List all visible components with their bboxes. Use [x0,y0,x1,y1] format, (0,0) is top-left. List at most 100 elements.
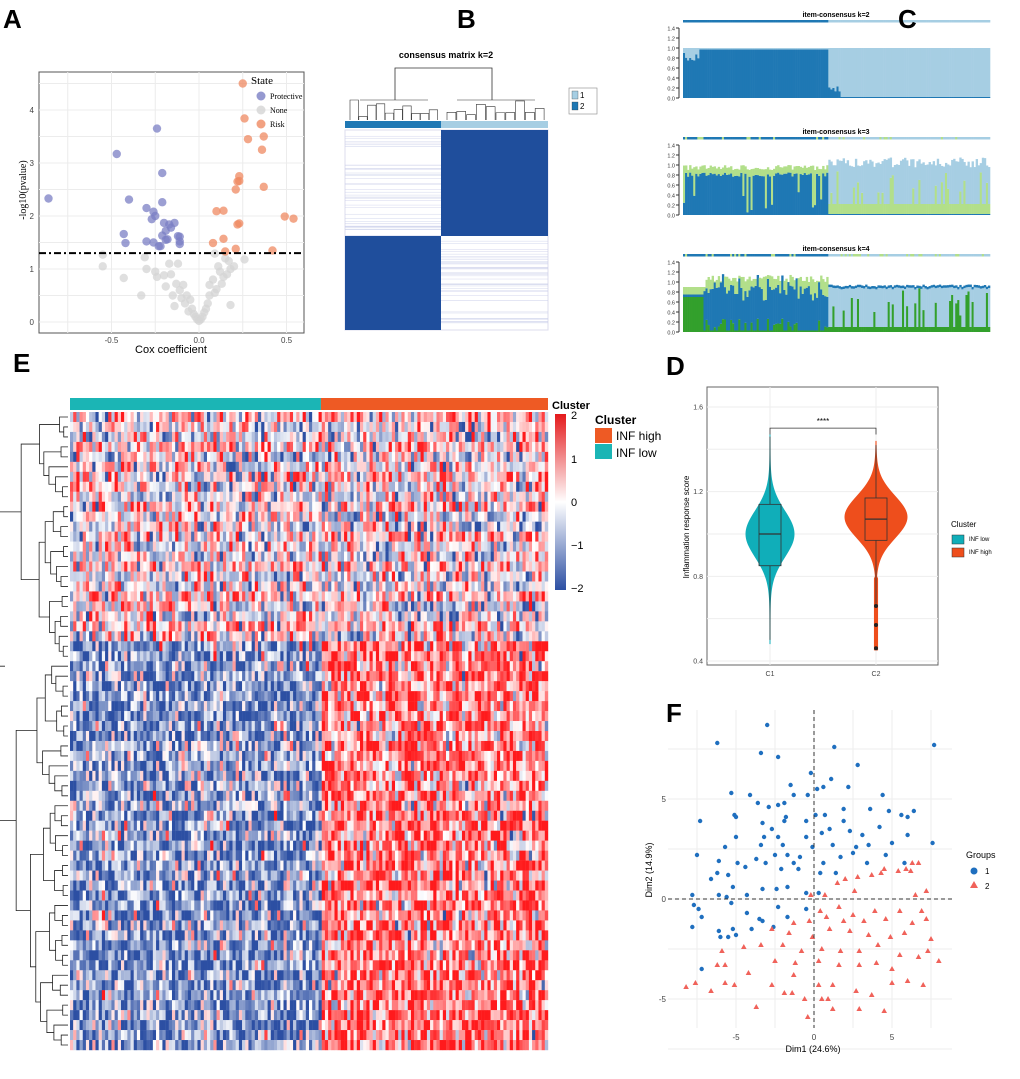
e-heatmap-cell [509,521,514,532]
e-heatmap-cell [388,571,393,582]
e-heatmap-cell [210,521,214,532]
e-heatmap-cell [414,412,418,423]
e-heatmap-cell [318,491,322,502]
e-heatmap-cell [70,501,74,512]
c-bar-segment [944,285,948,288]
e-heatmap-cell [101,461,106,473]
c-bar-segment [771,204,774,215]
e-heatmap-cell [461,581,466,592]
c-bar-segment [699,48,702,50]
e-heatmap-cell [388,551,393,562]
e-heatmap-cell [532,531,536,542]
e-heatmap-cell [331,611,335,622]
e-heatmap-cell [222,611,227,622]
c-bar-segment [955,204,958,214]
c-bar-segment [863,48,866,97]
c-bar-segment [705,288,708,320]
e-heatmap-cell [404,561,408,572]
b-dendrogram-branch [456,111,466,120]
e-heatmap-cell [114,611,118,622]
c-bar-segment [820,169,823,200]
e-heatmap-cell [98,531,103,542]
c-bar-segment [848,48,852,97]
e-heatmap-cell [289,561,294,572]
c-annotation-bar [873,137,876,140]
e-heatmap-cell [468,581,472,592]
e-heatmap-cell [312,451,316,463]
c-bar-segment [877,287,880,327]
e-heatmap-cell [133,541,138,552]
e-heatmap-cell [503,421,507,433]
c-bar-segment [955,97,958,98]
e-heatmap-cell [216,521,220,532]
e-heatmap-cell [95,481,99,492]
e-heatmap-cell [111,511,115,522]
e-heatmap-cell [216,581,220,592]
e-heatmap-cell [245,611,249,622]
e-heatmap-cell [283,591,287,602]
c-annotation-bar [899,20,903,23]
e-heatmap-cell [395,591,399,602]
c-bar-segment [881,327,884,332]
e-heatmap-cell [98,491,103,502]
e-heatmap-cell [200,461,205,473]
e-heatmap-cell [197,501,201,512]
e-heatmap-cell [261,461,265,473]
e-heatmap-cell [356,441,361,453]
e-heatmap-cell [366,571,370,582]
e-heatmap-cell [171,481,176,492]
e-heatmap-cell [426,591,431,602]
e-heatmap-cell [293,551,297,562]
e-heatmap-cell [458,421,463,433]
e-heatmap-cell [359,431,364,443]
c-annotation-bar [707,20,710,23]
e-heatmap-cell [410,531,415,542]
c-bar-segment [865,284,868,288]
c-bar-segment [797,49,800,98]
c-annotation-bar [754,254,757,257]
e-heatmap-cell [522,501,526,512]
e-heatmap-cell [210,531,214,542]
c-bar-segment [906,214,909,215]
e-heatmap-cell [455,491,459,502]
e-heatmap-cell [73,441,77,453]
e-heatmap-cell [497,511,501,522]
e-heatmap-cell [111,441,115,453]
c-annotation-bar [683,254,686,257]
e-heatmap-cell [98,441,103,453]
e-heatmap-cell [439,501,444,512]
e-heatmap-cell [538,412,542,423]
c-bar-segment [822,48,825,50]
c-annotation-bar [820,20,823,23]
c-bar-segment [777,275,780,285]
c-bar-segment [891,304,895,332]
c-bar-segment [707,48,710,50]
b-legend-box [568,87,598,115]
e-heatmap-cell [420,412,424,423]
e-heatmap-cell [162,421,166,433]
e-heatmap-cell [242,412,246,423]
c-bar-segment [740,49,743,98]
e-heatmap-cell [165,541,169,552]
c-bar-segment [906,97,909,98]
e-heatmap-cell [165,601,169,612]
e-heatmap-cell [146,531,150,542]
e-heatmap-cell [293,511,297,522]
e-heatmap-cell [512,431,517,443]
e-heatmap-cell [229,441,233,453]
c-annotation-bar [789,20,792,23]
c-bar-segment [683,202,686,215]
e-heatmap-cell [79,601,83,612]
a-point-risk [259,132,268,141]
e-heatmap-cell [375,581,380,592]
e-heatmap-cell [283,571,287,582]
e-heatmap-cell [120,601,125,612]
c-bar-segment [940,165,944,183]
e-heatmap-cell [382,421,386,433]
c-bar-segment [985,182,989,214]
e-heatmap-cell [130,601,134,612]
c-annotation-bar [987,254,991,257]
c-bar-segment [826,48,829,50]
c-bar-segment [740,276,743,288]
e-heatmap-cell [149,531,154,542]
